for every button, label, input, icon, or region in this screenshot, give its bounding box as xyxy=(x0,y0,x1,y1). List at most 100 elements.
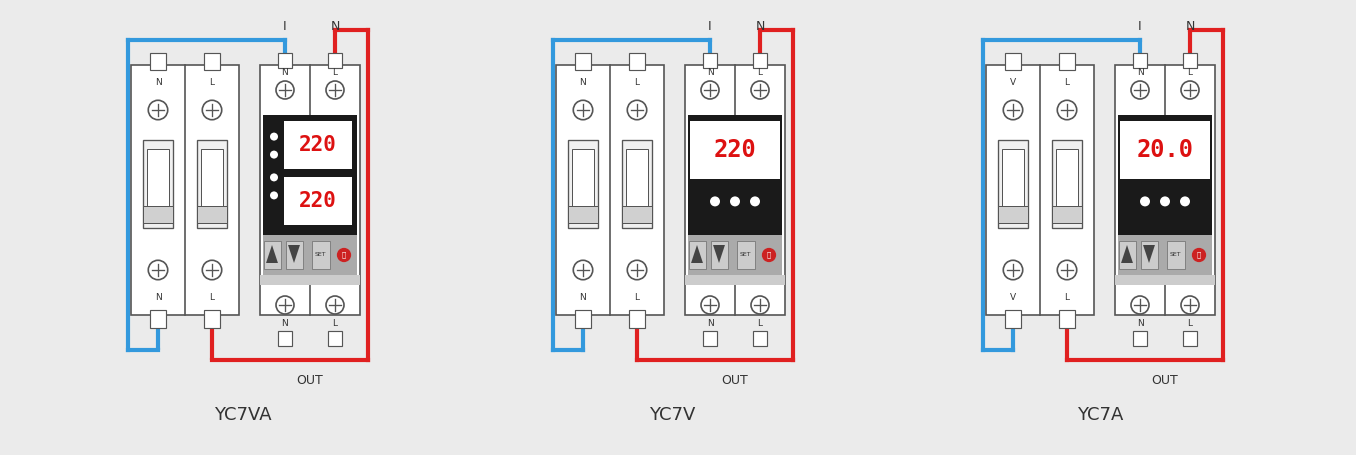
Bar xyxy=(687,235,782,275)
Bar xyxy=(1117,115,1212,235)
Bar xyxy=(685,65,785,315)
Polygon shape xyxy=(287,245,300,263)
Circle shape xyxy=(1159,197,1170,207)
Text: V: V xyxy=(1010,293,1016,302)
Text: I: I xyxy=(708,20,712,34)
Polygon shape xyxy=(266,245,278,263)
Circle shape xyxy=(336,248,351,262)
Bar xyxy=(1052,206,1082,223)
Bar xyxy=(1120,121,1210,179)
Bar xyxy=(142,140,174,228)
Text: N: N xyxy=(1185,20,1195,34)
Text: OUT: OUT xyxy=(721,374,749,386)
Text: N: N xyxy=(282,68,289,77)
Circle shape xyxy=(325,81,344,99)
Bar xyxy=(1166,241,1185,269)
Circle shape xyxy=(1131,296,1149,314)
Bar xyxy=(328,331,342,346)
Text: YC7VA: YC7VA xyxy=(214,406,271,424)
Circle shape xyxy=(1181,81,1199,99)
Bar xyxy=(205,52,220,70)
Text: L: L xyxy=(1064,78,1070,87)
Circle shape xyxy=(574,100,593,120)
Bar xyxy=(328,52,342,67)
Text: OUT: OUT xyxy=(297,374,323,386)
Polygon shape xyxy=(1143,245,1155,263)
Circle shape xyxy=(1140,197,1150,207)
Bar xyxy=(148,149,168,210)
Bar xyxy=(201,149,222,210)
Bar xyxy=(1059,52,1074,70)
Circle shape xyxy=(148,260,168,280)
Circle shape xyxy=(270,132,278,141)
Bar xyxy=(1119,241,1135,269)
Text: YC7V: YC7V xyxy=(648,406,696,424)
Circle shape xyxy=(1058,100,1077,120)
Bar xyxy=(1182,331,1197,346)
Circle shape xyxy=(751,81,769,99)
Circle shape xyxy=(1003,260,1022,280)
Bar xyxy=(575,310,591,328)
Polygon shape xyxy=(1121,245,1134,263)
Bar xyxy=(689,241,705,269)
Circle shape xyxy=(751,296,769,314)
Text: 220: 220 xyxy=(300,192,336,212)
Text: V: V xyxy=(1010,78,1016,87)
Circle shape xyxy=(277,81,294,99)
Circle shape xyxy=(1131,81,1149,99)
Circle shape xyxy=(148,100,168,120)
Bar xyxy=(629,52,644,70)
Bar xyxy=(685,275,785,285)
Circle shape xyxy=(701,81,719,99)
Bar xyxy=(702,331,717,346)
Bar xyxy=(702,52,717,67)
Circle shape xyxy=(1181,296,1199,314)
Polygon shape xyxy=(713,245,725,263)
Text: L: L xyxy=(758,319,762,328)
Bar xyxy=(1140,241,1158,269)
Bar xyxy=(690,121,780,179)
Text: ⏻: ⏻ xyxy=(342,252,346,258)
Text: L: L xyxy=(209,78,214,87)
Bar xyxy=(197,206,226,223)
Circle shape xyxy=(711,197,720,207)
Bar xyxy=(263,235,357,275)
Text: SET: SET xyxy=(1170,253,1181,258)
Bar xyxy=(629,310,644,328)
Text: N: N xyxy=(579,78,586,87)
Bar xyxy=(572,149,594,210)
Text: SET: SET xyxy=(740,253,751,258)
Circle shape xyxy=(202,260,222,280)
Text: N: N xyxy=(155,293,161,302)
Bar xyxy=(1117,235,1212,275)
Circle shape xyxy=(628,260,647,280)
Circle shape xyxy=(325,296,344,314)
Text: N: N xyxy=(1136,319,1143,328)
Polygon shape xyxy=(692,245,702,263)
Bar xyxy=(1002,149,1024,210)
Bar xyxy=(283,177,353,225)
Bar xyxy=(736,241,755,269)
Bar xyxy=(132,65,239,315)
Text: OUT: OUT xyxy=(1151,374,1178,386)
Bar xyxy=(278,52,292,67)
Bar xyxy=(312,241,331,269)
Text: L: L xyxy=(758,68,762,77)
Bar xyxy=(286,241,302,269)
Text: 220: 220 xyxy=(713,138,757,162)
Text: N: N xyxy=(1136,68,1143,77)
Bar xyxy=(263,115,357,235)
Circle shape xyxy=(202,100,222,120)
Circle shape xyxy=(277,296,294,314)
Bar xyxy=(1115,275,1215,285)
Bar xyxy=(151,52,165,70)
Bar xyxy=(711,241,728,269)
Bar xyxy=(998,206,1028,223)
Text: L: L xyxy=(209,293,214,302)
Bar xyxy=(986,65,1094,315)
Text: N: N xyxy=(755,20,765,34)
Circle shape xyxy=(762,248,776,262)
Bar xyxy=(283,121,353,169)
Text: L: L xyxy=(1188,68,1192,77)
Text: L: L xyxy=(635,78,640,87)
